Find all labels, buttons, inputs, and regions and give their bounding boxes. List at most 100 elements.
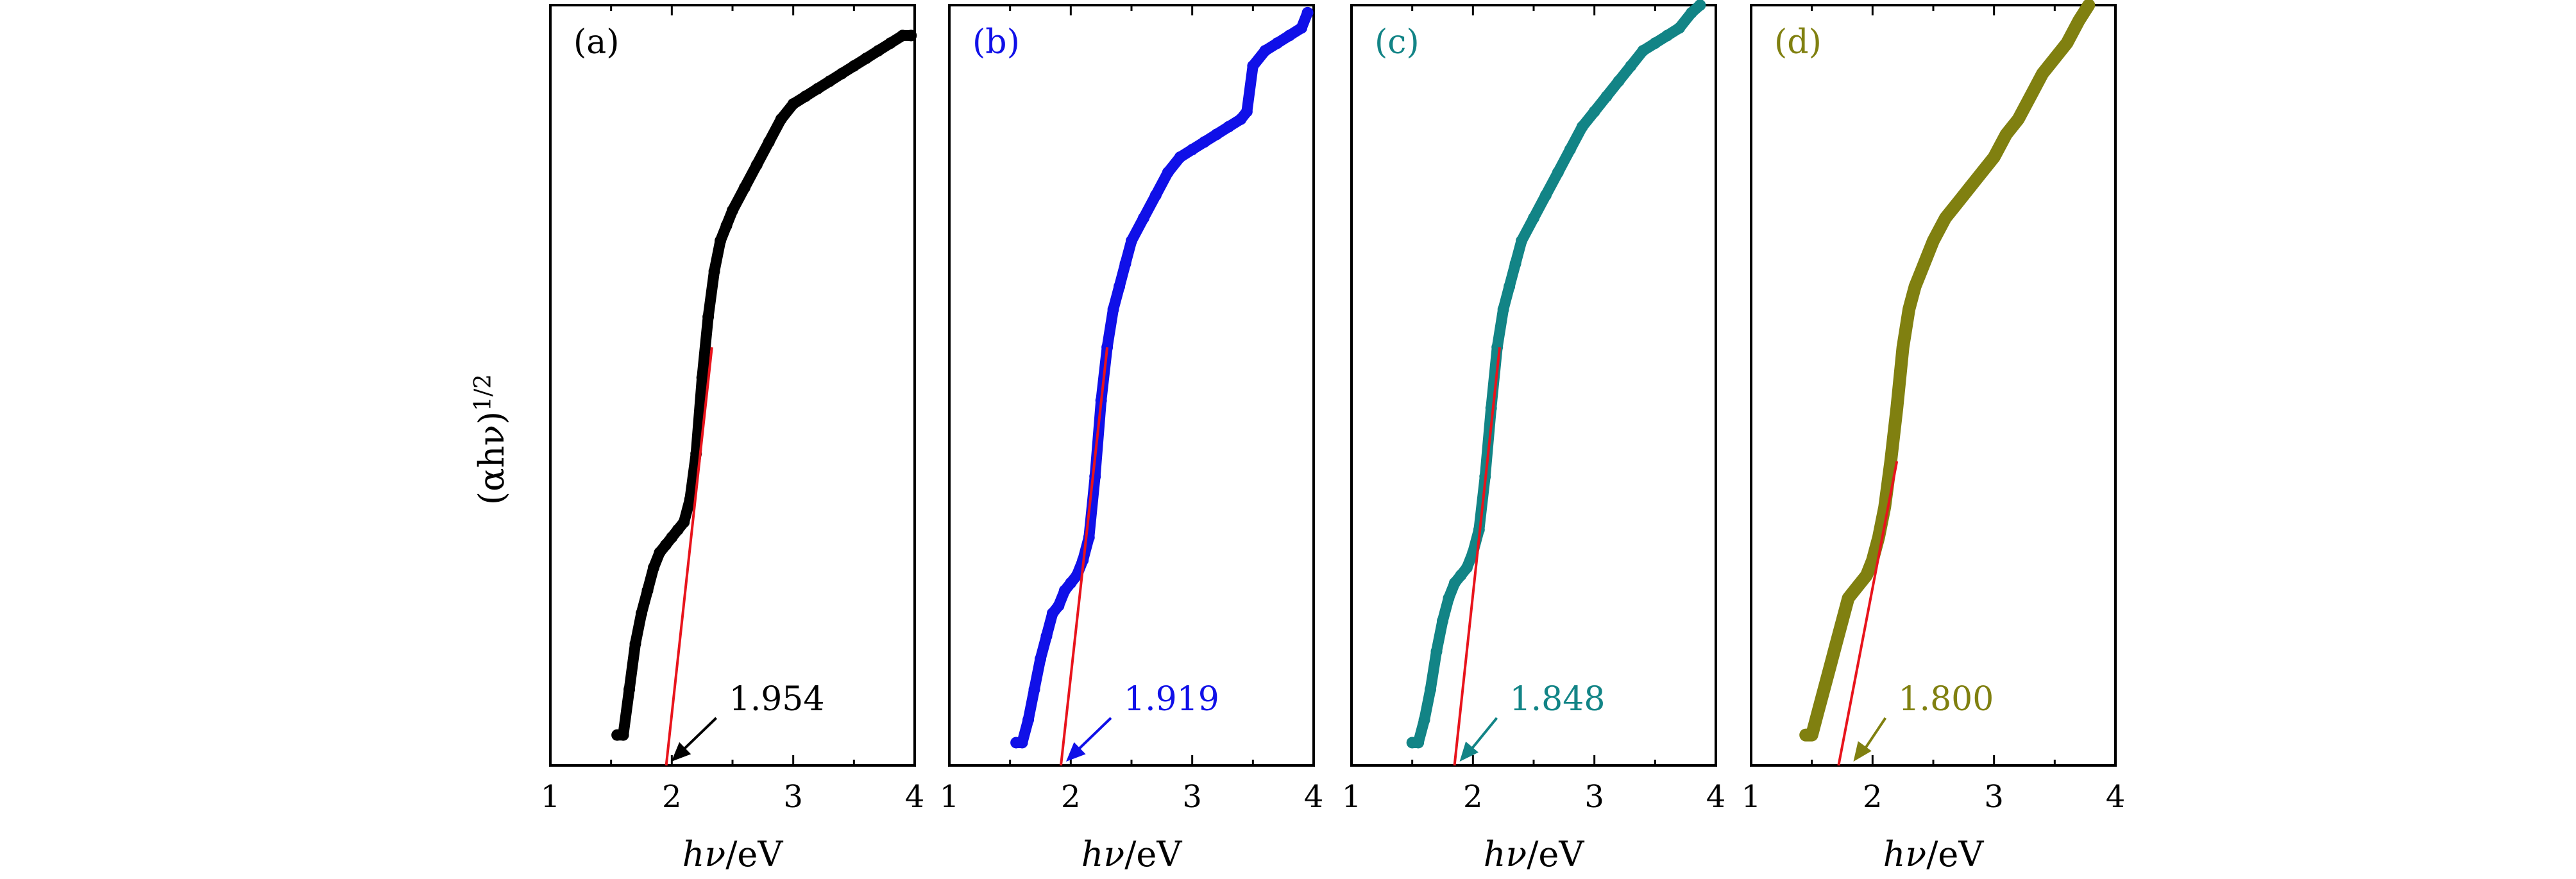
data-point bbox=[1301, 6, 1314, 19]
x-axis-title-var: hν bbox=[682, 834, 726, 875]
data-point bbox=[715, 235, 727, 247]
data-point bbox=[1576, 121, 1588, 133]
data-point bbox=[1830, 638, 1842, 650]
data-point bbox=[1418, 713, 1430, 726]
data-point bbox=[1600, 90, 1613, 103]
data-point bbox=[750, 158, 763, 171]
data-point bbox=[702, 311, 715, 323]
data-point bbox=[1071, 569, 1083, 581]
panel-2: 1 2 3 4 hν/eV 1.919 (b) bbox=[940, 4, 1323, 875]
data-point bbox=[1241, 105, 1253, 117]
data-point bbox=[1040, 630, 1053, 642]
x-tick-label: 4 bbox=[1706, 779, 1726, 815]
data-point bbox=[1162, 166, 1174, 178]
fit-line bbox=[1837, 461, 1899, 766]
data-point bbox=[1497, 303, 1509, 315]
fit-line bbox=[1060, 347, 1109, 766]
y-axis-title: (αhν)1/2 bbox=[470, 374, 513, 505]
data-point bbox=[1528, 212, 1539, 224]
data-point bbox=[2049, 52, 2061, 64]
data-series bbox=[1799, 0, 2096, 742]
x-tick-label: 1 bbox=[541, 779, 561, 815]
data-point bbox=[1649, 37, 1661, 49]
data-point bbox=[1686, 6, 1698, 19]
data-point bbox=[1818, 683, 1830, 696]
x-tick-label: 1 bbox=[940, 779, 960, 815]
band-gap-label: 1.919 bbox=[1124, 680, 1219, 719]
data-point bbox=[1271, 37, 1284, 49]
band-gap-arrow-shaft bbox=[1074, 717, 1112, 754]
data-point bbox=[1247, 60, 1259, 72]
data-point bbox=[1035, 653, 1046, 665]
panel-label: (d) bbox=[1774, 23, 1822, 62]
data-point bbox=[1126, 235, 1137, 247]
data-point bbox=[824, 75, 836, 87]
data-point bbox=[1976, 166, 1988, 178]
band-gap-arrow-head bbox=[671, 742, 691, 762]
data-point bbox=[1437, 615, 1448, 627]
data-point bbox=[2061, 37, 2073, 49]
data-point bbox=[1089, 470, 1101, 482]
data-point bbox=[708, 265, 720, 277]
data-point bbox=[2000, 128, 2012, 141]
data-point bbox=[1674, 22, 1686, 34]
data-point bbox=[684, 493, 696, 506]
data-point bbox=[1198, 136, 1210, 148]
data-point bbox=[787, 98, 799, 110]
x-tick-label: 2 bbox=[1863, 779, 1883, 815]
data-point bbox=[1509, 257, 1521, 269]
data-point bbox=[727, 204, 738, 216]
data-point bbox=[738, 182, 750, 194]
panel-3: 1 2 3 4 hν/eV 1.848 (c) bbox=[1342, 0, 1726, 875]
band-gap-arrow-head bbox=[1853, 741, 1872, 762]
data-point bbox=[2083, 0, 2095, 11]
data-point bbox=[1149, 189, 1162, 201]
x-tick-label: 4 bbox=[905, 779, 925, 815]
data-point bbox=[647, 561, 659, 574]
data-point bbox=[636, 608, 647, 619]
panel-frame bbox=[1350, 4, 1717, 767]
x-tick-label: 1 bbox=[1342, 779, 1362, 815]
data-point bbox=[1812, 706, 1824, 719]
x-tick-label: 2 bbox=[1463, 779, 1483, 815]
panel-label: (b) bbox=[972, 23, 1020, 62]
data-series bbox=[1010, 7, 1313, 748]
data-point bbox=[1909, 280, 1921, 293]
data-point bbox=[1516, 235, 1528, 247]
data-point bbox=[1114, 280, 1126, 293]
data-point bbox=[617, 729, 629, 741]
data-point bbox=[848, 60, 860, 72]
data-series bbox=[1407, 0, 1706, 748]
data-point bbox=[1867, 554, 1879, 567]
fit-line bbox=[665, 347, 713, 766]
data-point bbox=[1119, 257, 1131, 269]
band-gap-arrow-head bbox=[1065, 742, 1086, 762]
data-point bbox=[1174, 151, 1186, 163]
data-point bbox=[1485, 402, 1497, 414]
band-gap-arrow-shaft bbox=[679, 717, 718, 754]
data-point bbox=[1951, 197, 1963, 209]
x-axis-title: hν/eV bbox=[682, 834, 784, 875]
x-axis-title-unit: /eV bbox=[1926, 834, 1984, 875]
data-point bbox=[811, 83, 824, 95]
data-point bbox=[885, 37, 897, 49]
data-point bbox=[775, 113, 787, 125]
panel-frame bbox=[1750, 4, 2117, 767]
x-axis-title: hν/eV bbox=[1484, 834, 1585, 875]
data-point bbox=[1806, 729, 1818, 741]
data-point bbox=[720, 219, 733, 232]
data-point bbox=[1588, 105, 1600, 117]
panel-frame bbox=[948, 4, 1315, 767]
data-point bbox=[1022, 713, 1035, 726]
x-axis-title: hν/eV bbox=[1081, 834, 1183, 875]
fit-line bbox=[1453, 347, 1501, 766]
data-point bbox=[1223, 121, 1235, 133]
data-point bbox=[763, 136, 775, 148]
x-axis-title-var: hν bbox=[1081, 834, 1125, 875]
data-point bbox=[1625, 60, 1637, 72]
data-point bbox=[1016, 737, 1028, 749]
band-gap-arrow-shaft bbox=[1861, 717, 1887, 754]
data-point bbox=[872, 45, 885, 57]
x-axis-title-var: hν bbox=[1484, 834, 1527, 875]
data-point bbox=[860, 52, 872, 64]
